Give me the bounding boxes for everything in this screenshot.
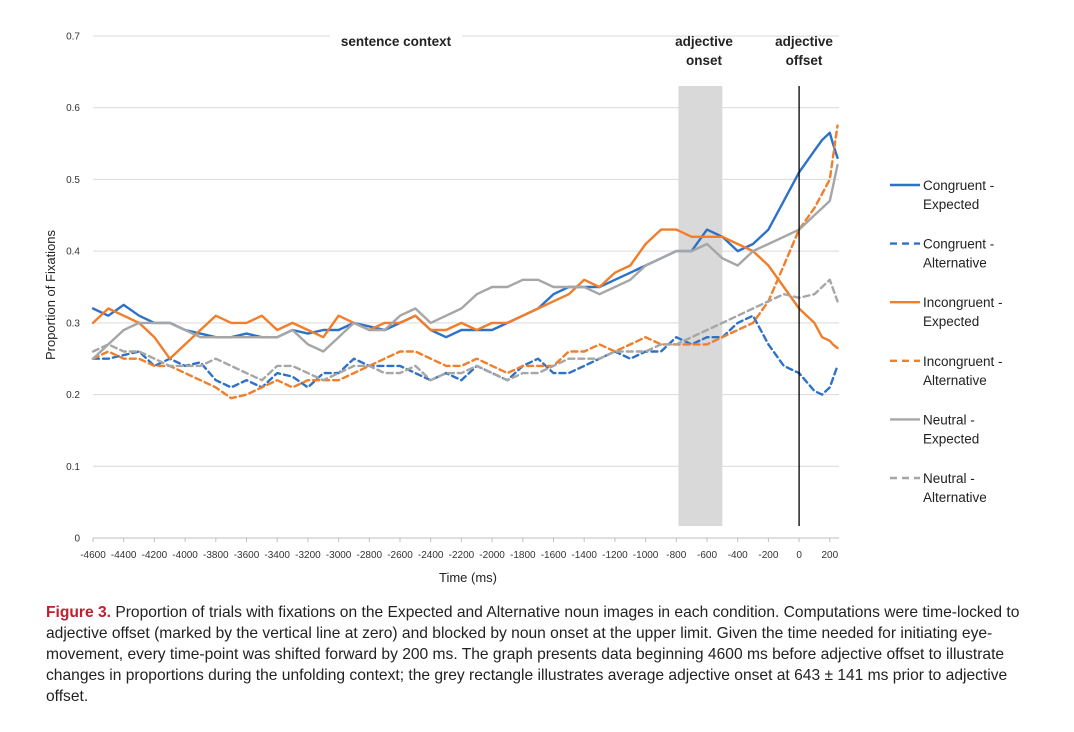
legend-label-6: Neutral - [923,471,975,486]
y-tick-labels: 0 0.1 0.2 0.3 0.4 0.5 0.6 0.7 [66,32,80,545]
x-tick-label: -3000 [326,550,352,561]
x-tick-label: -2600 [387,550,413,561]
annotation-background [330,30,462,48]
x-axis-title: Time (ms) [439,570,497,585]
legend-label-2: Alternative [923,256,987,271]
y-tick-label: 0.3 [66,318,80,329]
x-tick-label: 200 [821,550,838,561]
adjective-onset-label-line1: adjective [675,34,733,49]
legend-label-4: Alternative [923,373,987,388]
legend: Congruent - Expected Congruent - Alternativ… [890,178,1003,505]
series-line-6 [91,278,839,382]
x-tick-label: -1200 [602,550,628,561]
x-tick-label: -3200 [295,550,321,561]
figure-caption: Figure 3. Proportion of trials with fixa… [46,602,1031,707]
x-tick-label: -2400 [418,550,444,561]
legend-label-3: Expected [923,314,979,329]
y-tick-label: 0.5 [66,175,80,186]
y-tick-label: 0.1 [66,462,80,473]
legend-label-3: Incongruent - [923,295,1003,310]
legend-label-4: Incongruent - [923,354,1003,369]
x-tick-label: -4400 [111,550,137,561]
x-tick-label: -1800 [510,550,536,561]
line-chart: 0 0.1 0.2 0.3 0.4 0.5 0.6 0.7 -4600 -4400 -4200 -4… [43,30,1003,585]
x-tick-label: -800 [666,550,686,561]
x-tick-label: -200 [758,550,778,561]
series-lines [91,124,839,400]
legend-label-6: Alternative [923,490,987,505]
x-tick-label: -1000 [633,550,659,561]
series-line-4 [91,124,839,400]
x-tick-label: -2800 [357,550,383,561]
adjective-offset-label-line2: offset [786,53,823,68]
x-tick-label: -600 [697,550,717,561]
y-tick-label: 0.4 [66,247,80,258]
figure-caption-text: Proportion of trials with fixations on t… [46,604,1020,705]
x-tick-label: -2200 [449,550,475,561]
legend-label-1: Congruent - [923,178,994,193]
x-tick-label: -2000 [479,550,505,561]
y-tick-label: 0 [74,534,80,545]
x-tick-label: -3400 [264,550,290,561]
x-tick-label: -400 [728,550,748,561]
x-axis: -4600 -4400 -4200 -4000 -3800 -3600 -3400 -3200… [80,537,839,561]
adjective-onset-band [678,86,723,526]
gridlines [93,35,839,467]
series-line-3 [91,228,839,360]
x-tick-label: -3600 [234,550,260,561]
x-tick-label: -4200 [142,550,168,561]
x-tick-label: -3800 [203,550,229,561]
adjective-offset-label-line1: adjective [775,34,833,49]
x-tick-label: -1600 [541,550,567,561]
x-tick-label: -4600 [80,550,106,561]
y-tick-label: 0.6 [66,103,80,114]
sentence-context-label: sentence context [341,34,452,49]
series-line-5 [91,163,839,360]
y-axis-title: Proportion of Fixations [43,229,58,360]
legend-label-5: Neutral - [923,412,975,427]
x-tick-label: -1400 [571,550,597,561]
legend-label-1: Expected [923,197,979,212]
x-tick-label: 0 [796,550,802,561]
y-tick-label: 0.2 [66,390,80,401]
x-tick-label: -4000 [172,550,198,561]
adjective-onset-label-line2: onset [686,53,723,68]
legend-label-5: Expected [923,431,979,446]
legend-label-2: Congruent - [923,237,994,252]
y-tick-label: 0.7 [66,32,80,43]
figure-caption-label: Figure 3. [46,604,111,621]
